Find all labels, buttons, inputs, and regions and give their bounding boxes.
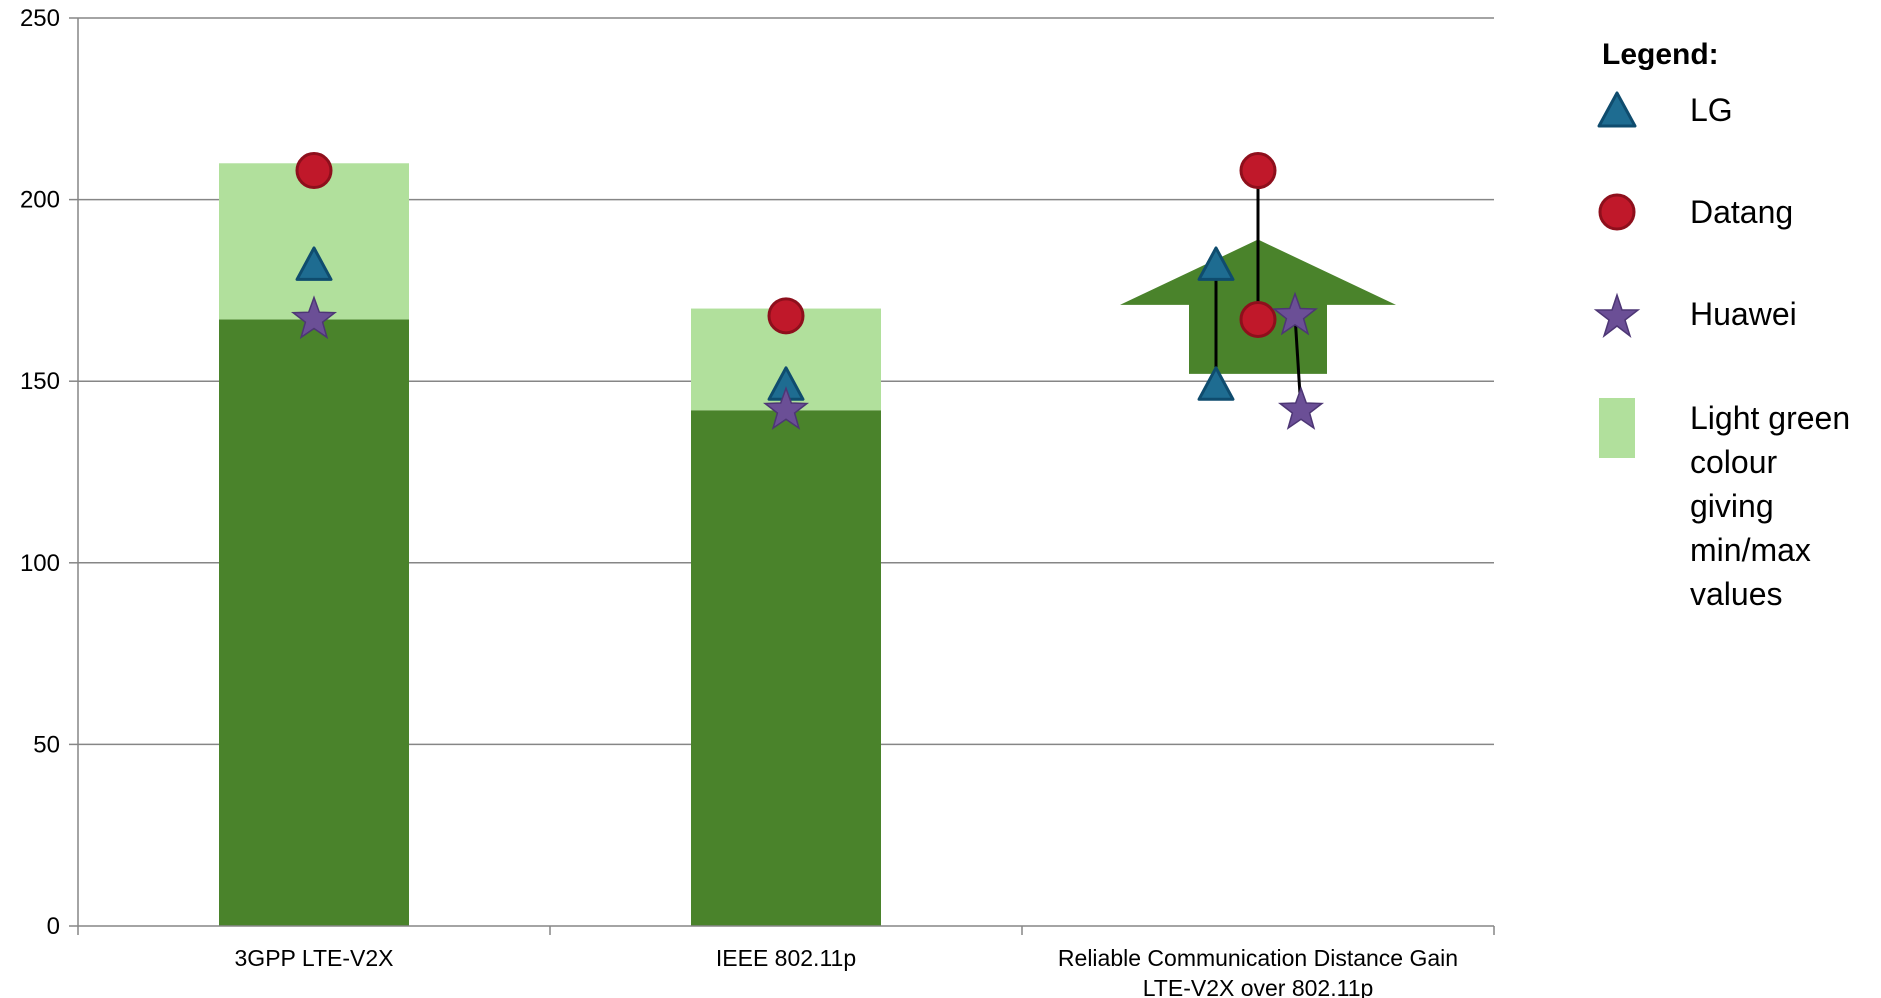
huawei-marker: [762, 386, 810, 430]
huawei-legend-marker: [1593, 292, 1641, 339]
legend-title: Legend:: [1602, 38, 1719, 71]
x-category-label: LTE-V2X over 802.11p: [1143, 975, 1374, 998]
y-tick-label: 250: [20, 5, 60, 32]
y-tick-label: 200: [20, 187, 60, 214]
bars: [219, 163, 1396, 927]
legend-label-line: Light green: [1690, 400, 1851, 436]
y-tick-label: 0: [47, 913, 60, 940]
legend-label-line: colour: [1690, 444, 1778, 480]
y-tick-label: 150: [20, 368, 60, 395]
bar-range: [219, 163, 409, 320]
x-category-label: 3GPP LTE-V2X: [235, 945, 394, 971]
lg-marker: [1197, 246, 1235, 281]
legend-label-min-max: Light green colour giving min/max values: [1654, 396, 1880, 616]
square-icon: [1580, 396, 1654, 460]
min-max-legend-swatch: [1599, 398, 1635, 458]
legend-item-huawei: Huawei: [1580, 292, 1880, 396]
legend-item-min-max: Light green colour giving min/max values: [1580, 396, 1880, 616]
legend-item-lg: LG: [1580, 88, 1880, 190]
legend-item-datang: Datang: [1580, 190, 1880, 292]
legend-label-line: giving: [1690, 488, 1774, 524]
x-category-label: IEEE 802.11p: [716, 945, 856, 971]
axes: [69, 17, 1495, 935]
lg-marker: [295, 246, 333, 281]
legend-label-huawei: Huawei: [1690, 296, 1797, 332]
y-tick-label: 50: [33, 731, 60, 758]
huawei-marker: [1277, 386, 1325, 430]
legend: Legend: LG Datang Huawei Light green col…: [1580, 38, 1880, 616]
legend-label-lg: LG: [1690, 92, 1733, 128]
data-markers: [290, 152, 1325, 430]
datang-marker: [1239, 152, 1277, 190]
circle-icon: [1580, 190, 1654, 234]
star-icon: [1580, 292, 1654, 340]
datang-marker: [767, 297, 805, 335]
huawei-marker: [290, 295, 338, 340]
y-tick-label: 100: [20, 550, 60, 577]
datang-marker: [1239, 300, 1277, 338]
datang-legend-marker: [1598, 193, 1636, 231]
bar-min: [691, 410, 881, 927]
bar-min: [219, 319, 409, 926]
lg-legend-marker: [1597, 91, 1637, 128]
legend-label-datang: Datang: [1690, 194, 1794, 230]
legend-label-line: min/max: [1690, 532, 1811, 568]
datang-marker: [295, 152, 333, 190]
huawei-marker: [1272, 291, 1318, 336]
x-category-label: Reliable Communication Distance Gain: [1058, 945, 1458, 971]
triangle-icon: [1580, 88, 1654, 132]
lg-marker: [1197, 366, 1235, 401]
legend-label-line: values: [1690, 576, 1783, 612]
axis-labels: 0 50 100 150 200 250 3GPP LTE-V2X IEEE 802.11p R…: [20, 5, 1458, 998]
